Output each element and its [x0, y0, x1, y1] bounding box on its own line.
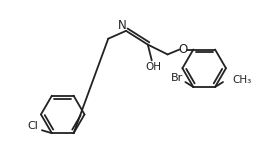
Text: Cl: Cl — [28, 121, 38, 131]
Text: OH: OH — [146, 62, 162, 72]
Text: O: O — [179, 43, 188, 56]
Text: N: N — [118, 19, 126, 32]
Text: CH₃: CH₃ — [232, 75, 251, 85]
Text: Br: Br — [171, 73, 184, 83]
